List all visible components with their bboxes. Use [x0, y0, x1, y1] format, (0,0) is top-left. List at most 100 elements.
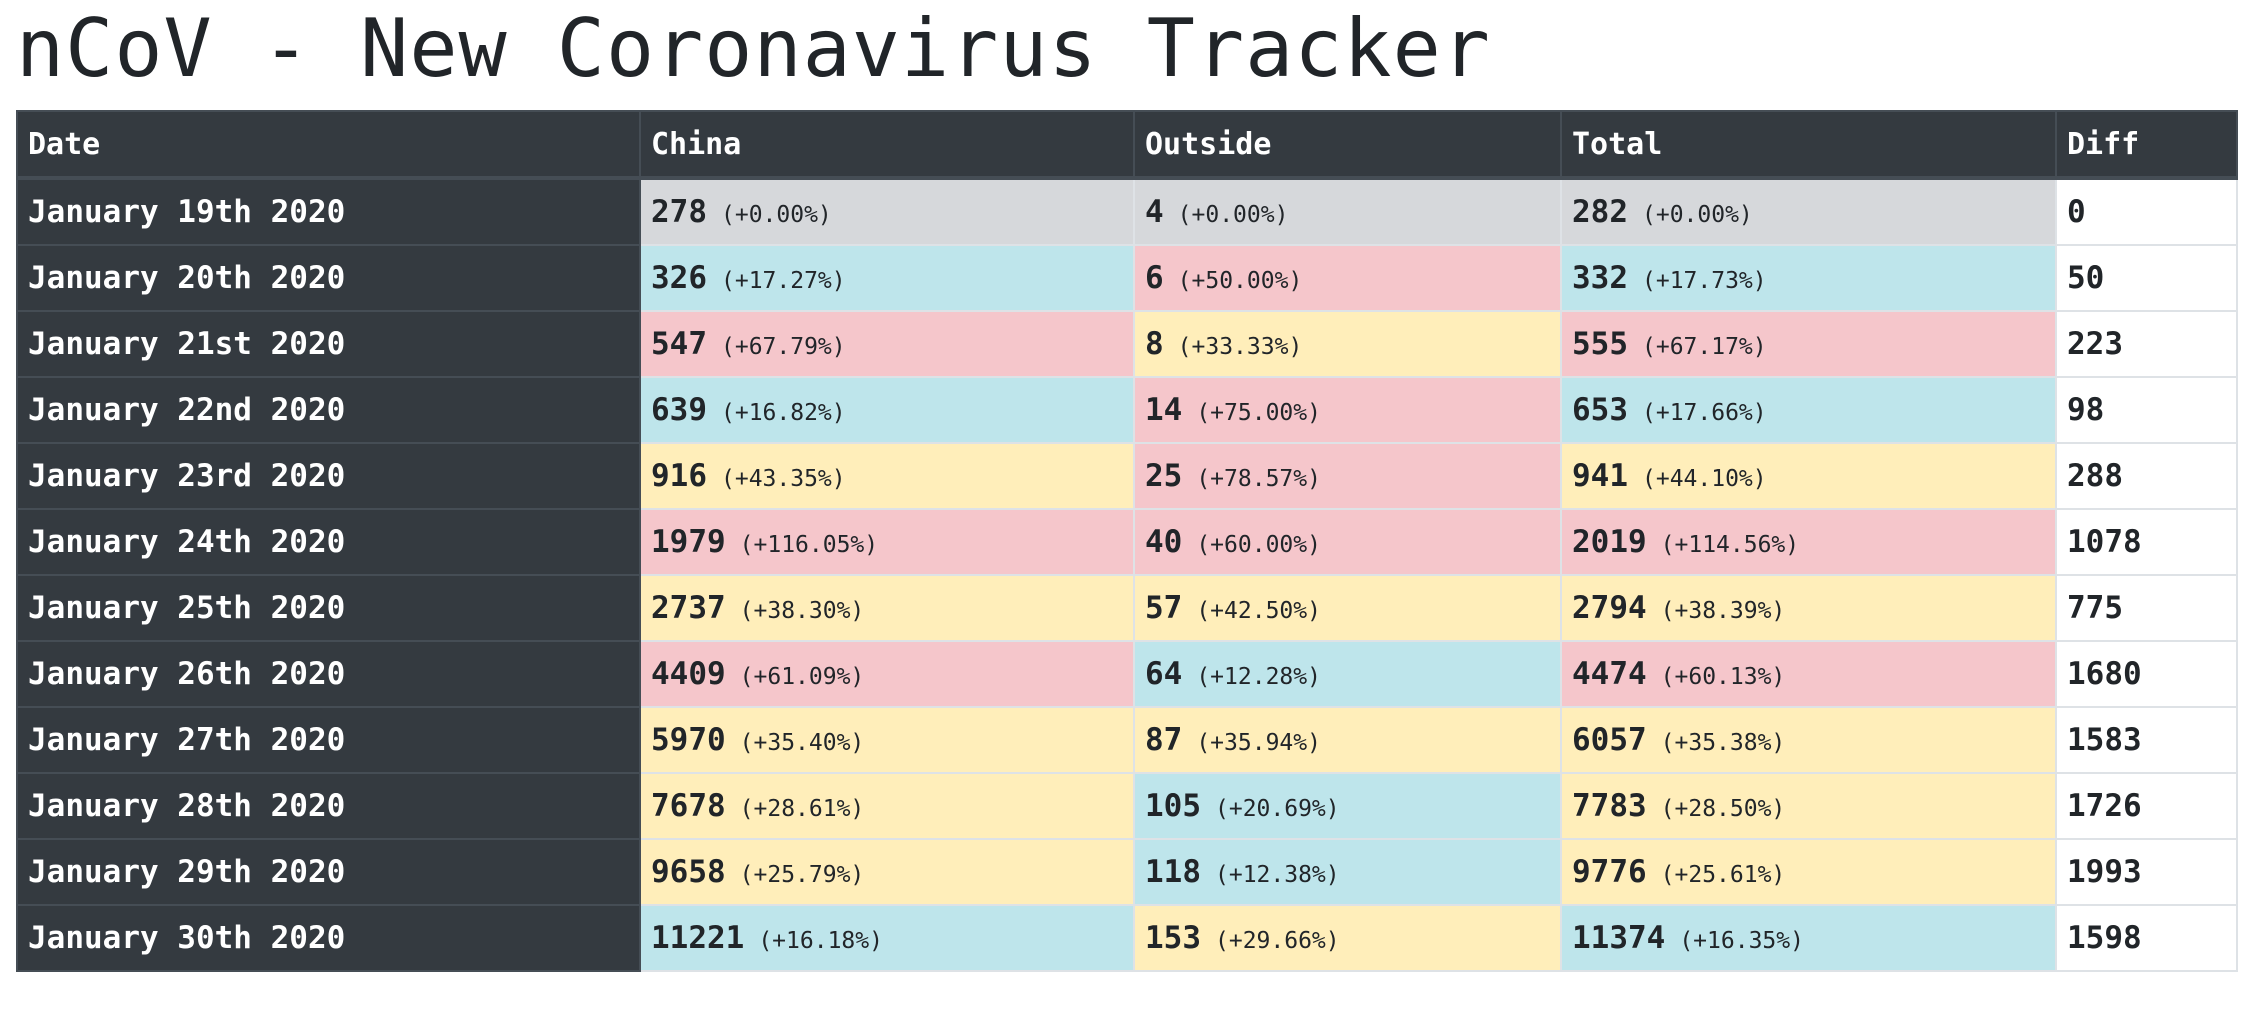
date-cell: January 28th 2020	[16, 772, 641, 840]
total-percent-change: (+38.39%)	[1660, 598, 1786, 624]
total-cell: 2794 (+38.39%)	[1560, 574, 2057, 642]
table-row: January 27th 2020 5970 (+35.40%) 87 (+35.94%…	[16, 706, 2238, 774]
total-count: 653	[1572, 392, 1628, 428]
date-cell: January 24th 2020	[16, 508, 641, 576]
china-cell: 11221 (+16.18%)	[639, 904, 1135, 972]
outside-cell: 153 (+29.66%)	[1133, 904, 1562, 972]
china-cell: 4409 (+61.09%)	[639, 640, 1135, 708]
china-cell: 639 (+16.82%)	[639, 376, 1135, 444]
date-cell: January 27th 2020	[16, 706, 641, 774]
header-date: Date	[16, 110, 641, 180]
total-cell: 11374 (+16.35%)	[1560, 904, 2057, 972]
outside-cell: 4 (+0.00%)	[1133, 177, 1562, 246]
header-outside: Outside	[1133, 110, 1562, 180]
header-china: China	[639, 110, 1135, 180]
diff-cell: 1993	[2055, 838, 2238, 906]
outside-count: 40	[1145, 524, 1183, 560]
diff-cell: 775	[2055, 574, 2238, 642]
diff-cell: 50	[2055, 244, 2238, 312]
header-row: Date China Outside Total Diff	[16, 110, 2238, 180]
outside-count: 118	[1145, 854, 1201, 890]
china-count: 639	[651, 392, 707, 428]
china-percent-change: (+61.09%)	[739, 664, 865, 690]
china-cell: 2737 (+38.30%)	[639, 574, 1135, 642]
china-percent-change: (+28.61%)	[739, 796, 865, 822]
total-percent-change: (+35.38%)	[1660, 730, 1786, 756]
diff-cell: 1583	[2055, 706, 2238, 774]
total-percent-change: (+67.17%)	[1642, 334, 1767, 360]
china-percent-change: (+16.18%)	[758, 928, 883, 954]
page-title: nCoV - New Coronavirus Tracker	[16, 2, 1491, 95]
china-percent-change: (+0.00%)	[721, 202, 832, 228]
total-percent-change: (+28.50%)	[1660, 796, 1786, 822]
outside-percent-change: (+42.50%)	[1196, 598, 1321, 624]
total-count: 6057	[1572, 722, 1647, 758]
outside-cell: 14 (+75.00%)	[1133, 376, 1562, 444]
date-cell: January 23rd 2020	[16, 442, 641, 510]
outside-cell: 105 (+20.69%)	[1133, 772, 1562, 840]
table-row: January 28th 2020 7678 (+28.61%) 105 (+20.69…	[16, 772, 2238, 840]
china-count: 916	[651, 458, 707, 494]
tracker-table: Date China Outside Total Diff January 19…	[16, 110, 2238, 972]
total-count: 332	[1572, 260, 1628, 296]
outside-count: 57	[1145, 590, 1183, 626]
outside-count: 6	[1145, 260, 1164, 296]
date-cell: January 20th 2020	[16, 244, 641, 312]
outside-count: 14	[1145, 392, 1183, 428]
diff-cell: 0	[2055, 177, 2238, 246]
china-percent-change: (+35.40%)	[739, 730, 865, 756]
date-cell: January 22nd 2020	[16, 376, 641, 444]
total-cell: 941 (+44.10%)	[1560, 442, 2057, 510]
table-row: January 19th 2020 278 (+0.00%) 4 (+0.00%) 282…	[16, 177, 2238, 246]
china-percent-change: (+67.79%)	[721, 334, 846, 360]
total-percent-change: (+17.66%)	[1642, 400, 1767, 426]
outside-cell: 64 (+12.28%)	[1133, 640, 1562, 708]
total-percent-change: (+44.10%)	[1642, 466, 1767, 492]
total-cell: 332 (+17.73%)	[1560, 244, 2057, 312]
diff-cell: 98	[2055, 376, 2238, 444]
china-cell: 326 (+17.27%)	[639, 244, 1135, 312]
china-count: 326	[651, 260, 707, 296]
total-cell: 555 (+67.17%)	[1560, 310, 2057, 378]
date-cell: January 26th 2020	[16, 640, 641, 708]
date-cell: January 19th 2020	[16, 177, 641, 246]
china-count: 278	[651, 194, 707, 230]
outside-percent-change: (+0.00%)	[1177, 202, 1289, 228]
outside-count: 153	[1145, 920, 1201, 956]
china-count: 9658	[651, 854, 726, 890]
table-row: January 30th 2020 11221 (+16.18%) 153 (+29.6…	[16, 904, 2238, 972]
total-count: 2794	[1572, 590, 1647, 626]
table-row: January 21st 2020 547 (+67.79%) 8 (+33.33%) 5…	[16, 310, 2238, 378]
diff-cell: 1726	[2055, 772, 2238, 840]
total-percent-change: (+16.35%)	[1679, 928, 1804, 954]
china-percent-change: (+43.35%)	[721, 466, 846, 492]
header-diff: Diff	[2055, 110, 2238, 180]
outside-count: 105	[1145, 788, 1201, 824]
china-count: 7678	[651, 788, 726, 824]
outside-cell: 57 (+42.50%)	[1133, 574, 1562, 642]
china-percent-change: (+17.27%)	[721, 268, 846, 294]
total-cell: 4474 (+60.13%)	[1560, 640, 2057, 708]
total-count: 555	[1572, 326, 1628, 362]
table-row: January 29th 2020 9658 (+25.79%) 118 (+12.38…	[16, 838, 2238, 906]
outside-cell: 87 (+35.94%)	[1133, 706, 1562, 774]
outside-percent-change: (+50.00%)	[1177, 268, 1303, 294]
china-cell: 5970 (+35.40%)	[639, 706, 1135, 774]
outside-cell: 8 (+33.33%)	[1133, 310, 1562, 378]
outside-cell: 118 (+12.38%)	[1133, 838, 1562, 906]
table-row: January 22nd 2020 639 (+16.82%) 14 (+75.00%)…	[16, 376, 2238, 444]
total-count: 4474	[1572, 656, 1647, 692]
total-count: 282	[1572, 194, 1628, 230]
outside-percent-change: (+29.66%)	[1215, 928, 1340, 954]
total-percent-change: (+0.00%)	[1642, 202, 1753, 228]
total-percent-change: (+114.56%)	[1660, 532, 1800, 558]
china-percent-change: (+38.30%)	[739, 598, 865, 624]
total-percent-change: (+60.13%)	[1660, 664, 1786, 690]
china-cell: 278 (+0.00%)	[639, 177, 1135, 246]
total-count: 7783	[1572, 788, 1647, 824]
outside-percent-change: (+12.38%)	[1215, 862, 1340, 888]
outside-cell: 40 (+60.00%)	[1133, 508, 1562, 576]
china-count: 2737	[651, 590, 726, 626]
total-cell: 7783 (+28.50%)	[1560, 772, 2057, 840]
outside-percent-change: (+60.00%)	[1196, 532, 1321, 558]
